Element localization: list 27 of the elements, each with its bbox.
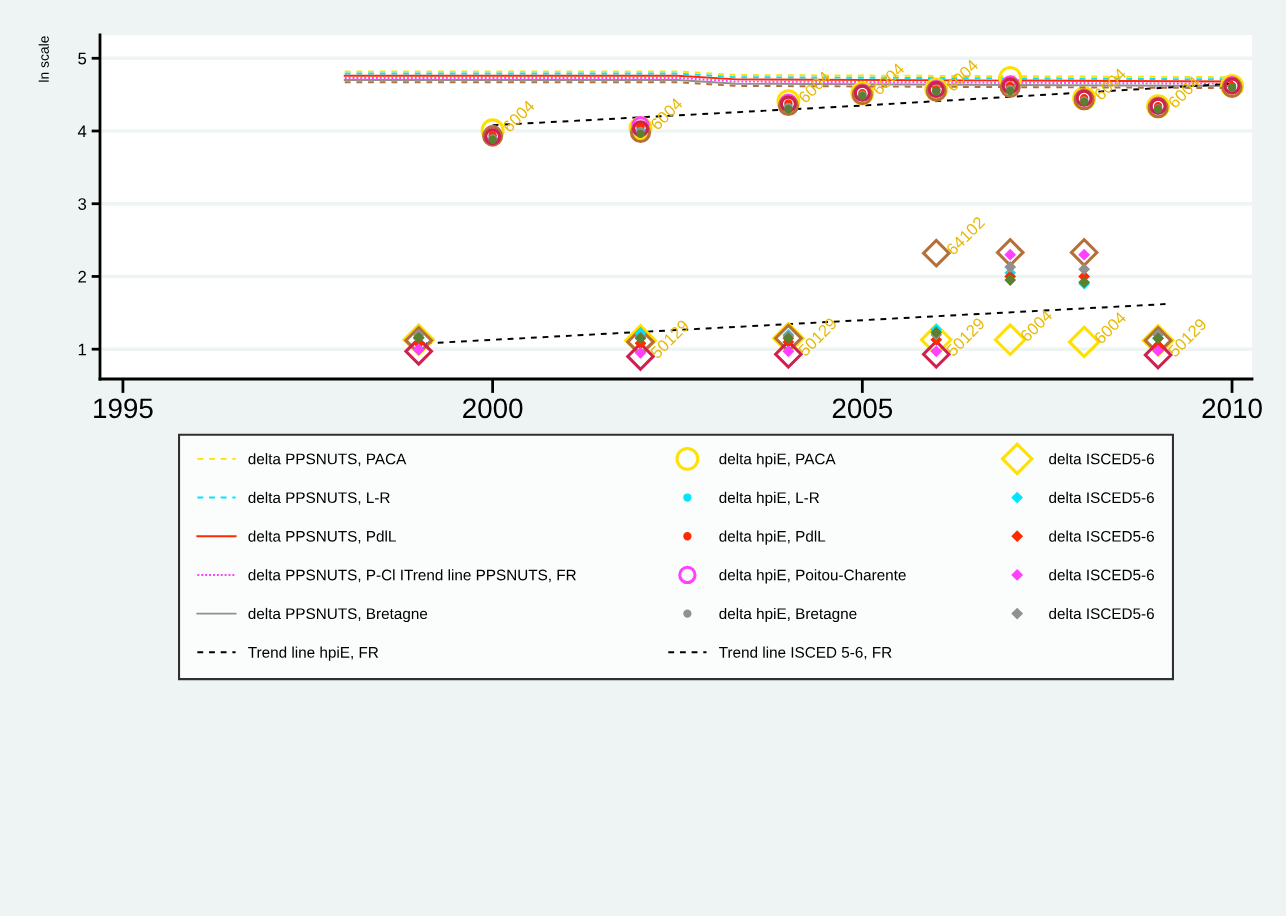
y-axis-title: ln scale: [38, 36, 49, 82]
legend-label: delta PPSNUTS, L-R: [248, 491, 390, 505]
legend-label: delta ISCED5-6: [1049, 607, 1154, 620]
legend-label: delta PPSNUTS, PdlL: [248, 530, 396, 544]
y-tick-label: 3: [78, 198, 87, 210]
legend-label: delta hpiE, Bretagne: [719, 607, 857, 623]
x-tick-label: 2010: [1202, 398, 1262, 419]
y-tick-label: 5: [78, 52, 87, 65]
legend-label: delta PPSNUTS, PACA: [248, 453, 407, 467]
y-tick-label: 1: [78, 343, 86, 356]
legend-label: delta PPSNUTS, P-Cl ITrend line PPSNUTS, FR: [248, 569, 576, 583]
legend-label: delta hpiE, PACA: [719, 453, 836, 468]
legend-label: Trend line hpiE, FR: [248, 646, 379, 661]
x-tick-label: 2000: [463, 398, 523, 419]
legend-label: delta ISCED5-6: [1049, 569, 1154, 581]
x-tick-label: 2005: [832, 398, 893, 419]
legend-label: delta hpiE, L-R: [719, 491, 820, 507]
y-tick-label: 4: [77, 125, 87, 138]
legend-label: delta ISCED5-6: [1049, 491, 1154, 504]
y-tick-label: 2: [78, 270, 86, 283]
legend-label: Trend line ISCED 5-6, FR: [719, 646, 892, 660]
legend-label: delta PPSNUTS, Bretagne: [248, 607, 428, 623]
legend-label: delta hpiE, Poitou-Charente: [719, 569, 906, 584]
legend-label: delta ISCED5-6: [1049, 530, 1154, 542]
x-tick-label: 1995: [94, 398, 153, 419]
legend-label: delta ISCED5-6: [1049, 453, 1154, 465]
legend-label: delta hpiE, PdlL: [719, 530, 826, 545]
